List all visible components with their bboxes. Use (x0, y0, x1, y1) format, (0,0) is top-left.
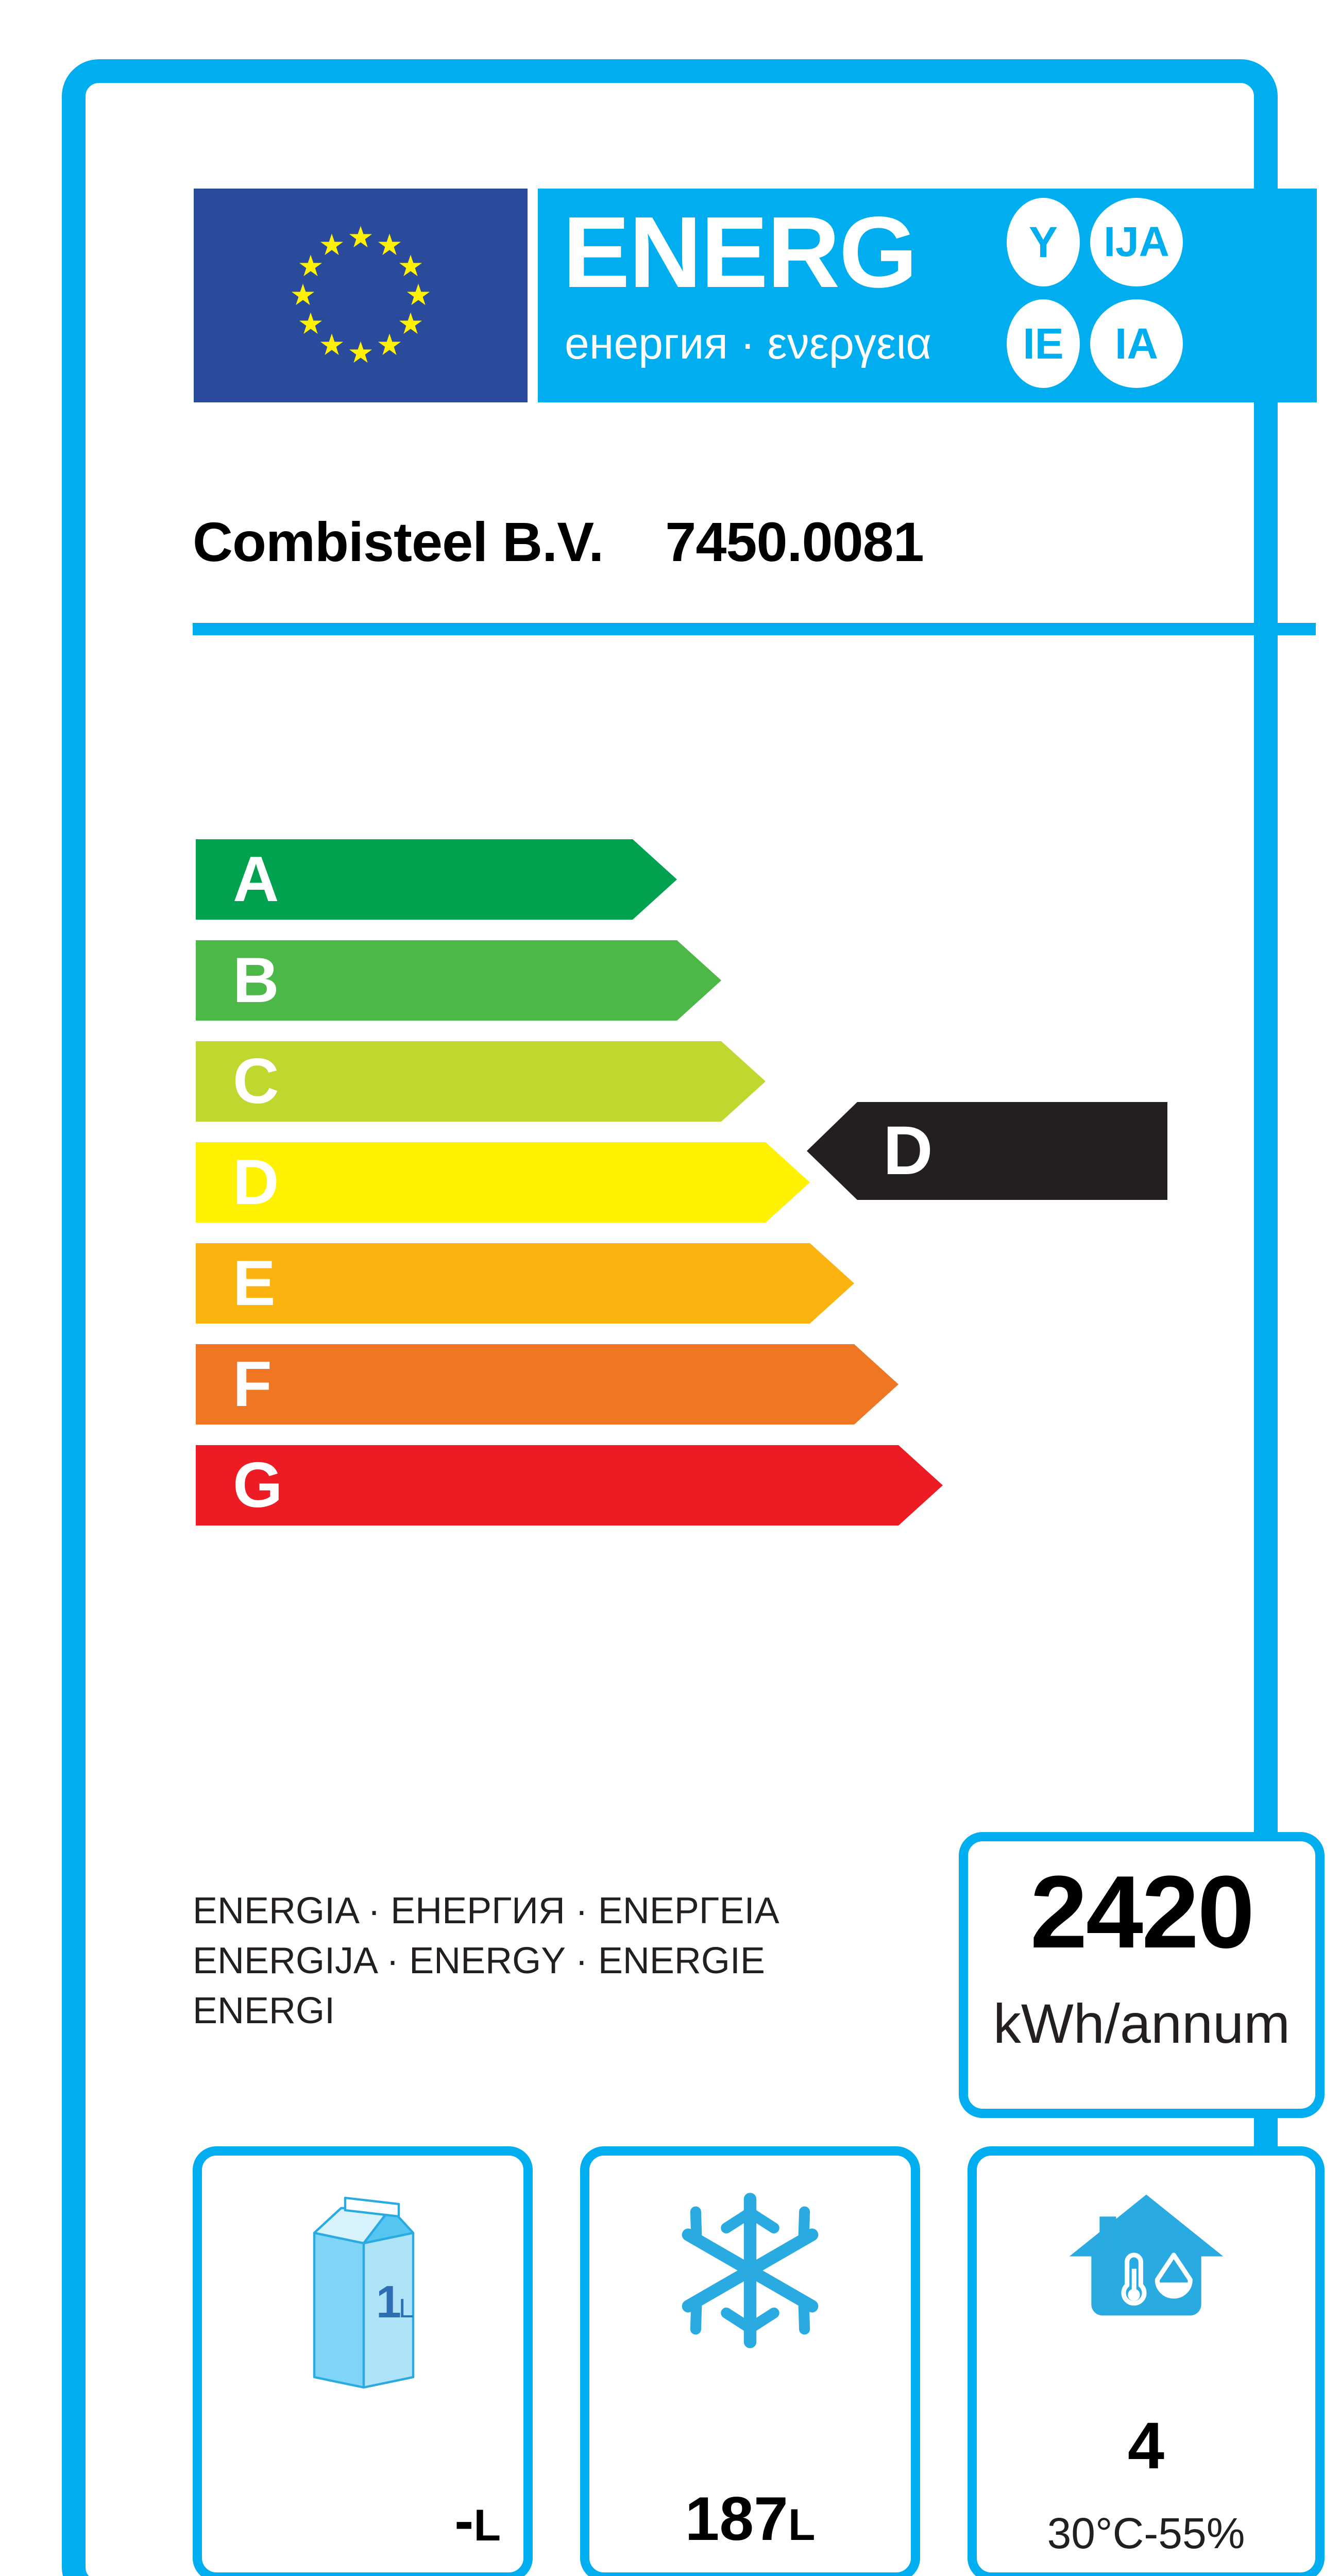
climate-class-box: 4 30°C-55% (968, 2146, 1325, 2576)
european-union-flag (194, 189, 528, 402)
climate-class-range: 30°C-55% (1047, 2509, 1245, 2557)
rating-bar-f: F (196, 1344, 898, 1425)
energ-banner: ENERG енергия · ενεργεια Y IJA IE IA (538, 189, 1317, 402)
rating-bar-e: E (196, 1243, 854, 1324)
rating-bar-c: C (196, 1041, 766, 1122)
rating-letter-f: F (233, 1349, 272, 1420)
badge-ia: IA (1090, 299, 1183, 388)
freezer-volume-value: 187L (589, 2488, 911, 2550)
energy-words-block: ENERGIA · ЕНЕРГИЯ · ΕΝΕΡΓΕΙΑ ENERGIJA · … (193, 1886, 862, 2036)
selected-class-letter: D (883, 1112, 933, 1189)
rating-letter-c: C (233, 1046, 279, 1117)
rating-letter-b: B (233, 945, 279, 1016)
supplier-row: Combisteel B.V. 7450.0081 (193, 510, 1316, 573)
freezer-volume-number: 187 (685, 2484, 788, 2553)
badge-ija: IJA (1090, 198, 1183, 286)
badge-ie: IE (1007, 299, 1080, 388)
freezer-compartment-box: 187L (580, 2146, 920, 2576)
fridge-volume-number: - (454, 2488, 474, 2553)
annual-consumption-value: 2420 (1030, 1855, 1255, 1970)
rating-letter-d: D (233, 1147, 279, 1218)
selected-class-arrow: D (807, 1102, 1167, 1200)
rating-bar-d: D (196, 1142, 810, 1223)
rating-letter-g: G (233, 1450, 283, 1521)
supplier-brand: Combisteel B.V. (193, 510, 604, 573)
svg-text:1: 1 (376, 2276, 401, 2327)
rating-bar-b: B (196, 940, 721, 1021)
supplier-model: 7450.0081 (665, 510, 924, 573)
label-inner-area: ENERG енергия · ενεργεια Y IJA IE IA Com… (86, 83, 1325, 2576)
rating-bar-a: A (196, 839, 677, 920)
rating-letter-e: E (233, 1248, 276, 1319)
rating-bar-g: G (196, 1445, 943, 1526)
supplier-divider (193, 623, 1316, 635)
badge-y: Y (1007, 198, 1080, 286)
snowflake-icon-wrap (589, 2185, 911, 2355)
label-frame: ENERG енергия · ενεργεια Y IJA IE IA Com… (62, 59, 1325, 2576)
energy-word-line: ENERGIJA · ENERGY · ENERGIE (193, 1940, 765, 1981)
svg-text:L: L (399, 2294, 414, 2324)
fridge-volume-unit: L (473, 2501, 501, 2550)
energy-word-line: ENERGIA · ЕНЕРГИЯ · ΕΝΕΡΓΕΙΑ (193, 1890, 779, 1931)
milk-carton-icon-wrap: 1 L (202, 2185, 523, 2392)
milk-carton-icon: 1 L (313, 2196, 415, 2389)
energ-wordmark: ENERG (563, 196, 918, 309)
label-header: ENERG енергия · ενεργεια Y IJA IE IA (194, 189, 1317, 402)
energy-word-line: ENERGI (193, 1990, 335, 2031)
rating-letter-a: A (233, 844, 279, 915)
fridge-volume-value: -L (454, 2492, 501, 2550)
annual-consumption-box: 2420 kWh/annum (959, 1832, 1325, 2118)
eu-stars-icon (291, 226, 430, 363)
energ-subtitle: енергия · ενεργεια (565, 319, 932, 368)
freezer-volume-unit: L (788, 2500, 816, 2550)
house-icon-wrap (977, 2185, 1315, 2325)
climate-class-value: 4 (1127, 2409, 1165, 2483)
snowflake-icon (682, 2193, 819, 2348)
fridge-compartment-box: 1 L -L (193, 2146, 533, 2576)
annual-consumption-unit: kWh/annum (993, 1992, 1291, 2055)
house-thermometer-humidity-icon (1069, 2194, 1223, 2316)
